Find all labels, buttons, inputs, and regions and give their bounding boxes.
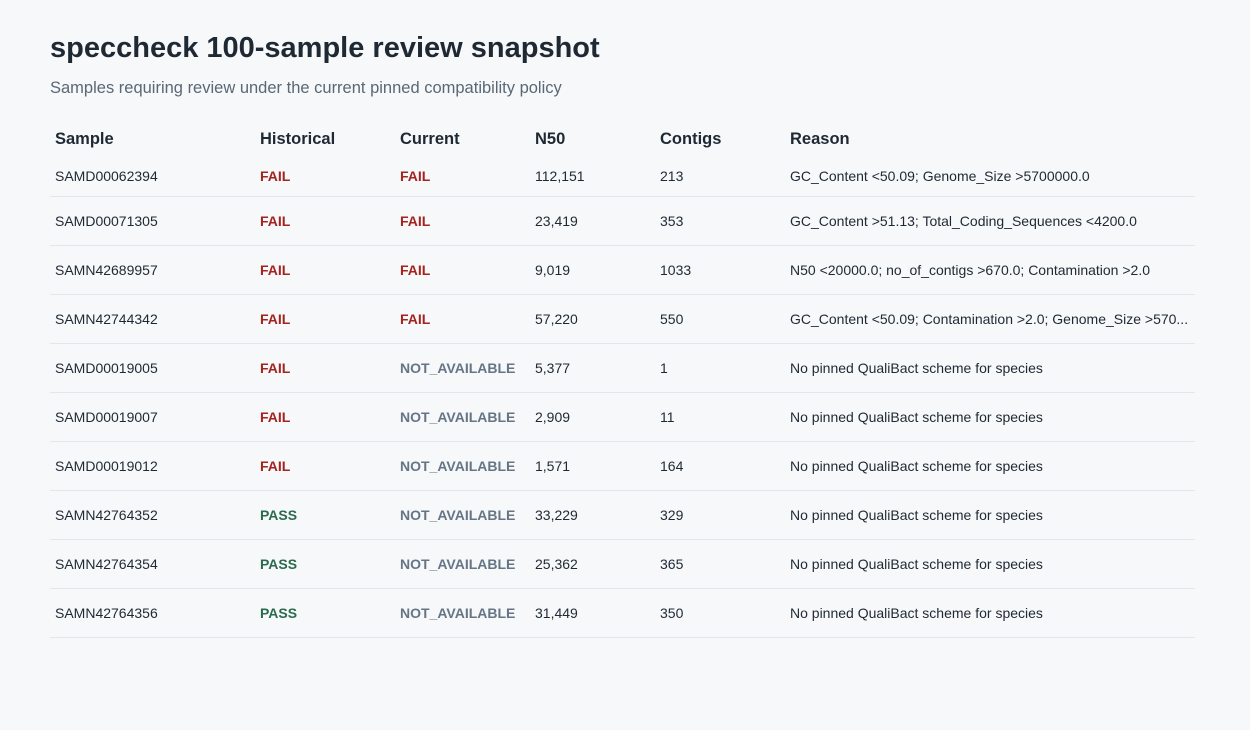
cell-historical-status: FAIL — [255, 245, 395, 295]
cell-historical-status: PASS — [255, 490, 395, 540]
table-row: SAMD00062394 FAIL FAIL 112,151 213 GC_Content… — [50, 156, 1195, 197]
cell-reason: No pinned QualiBact scheme for species — [785, 343, 1195, 393]
cell-n50: 2,909 — [530, 392, 655, 442]
cell-sample: SAMD00062394 — [50, 156, 255, 197]
cell-n50: 33,229 — [530, 490, 655, 540]
cell-sample: SAMD00019007 — [50, 392, 255, 442]
table-row: SAMD00019005 FAIL NOT_AVAILABLE 5,377 1 No pi… — [50, 343, 1195, 393]
cell-current-status: NOT_AVAILABLE — [395, 588, 530, 638]
column-header-reason: Reason — [790, 130, 850, 148]
cell-n50: 112,151 — [530, 156, 655, 197]
column-header-current: Current — [400, 130, 460, 148]
cell-contigs: 213 — [655, 156, 785, 197]
cell-contigs: 1 — [655, 343, 785, 393]
table-row: SAMN42744342 FAIL FAIL 57,220 550 GC_Content … — [50, 294, 1195, 344]
cell-contigs: 350 — [655, 588, 785, 638]
cell-historical-status: FAIL — [255, 156, 395, 197]
cell-contigs: 1033 — [655, 245, 785, 295]
cell-reason: N50 <20000.0; no_of_contigs >670.0; Cont… — [785, 245, 1195, 295]
cell-current-status: NOT_AVAILABLE — [395, 343, 530, 393]
cell-current-status: FAIL — [395, 245, 530, 295]
cell-n50: 5,377 — [530, 343, 655, 393]
cell-sample: SAMN42764356 — [50, 588, 255, 638]
cell-n50: 1,571 — [530, 441, 655, 491]
cell-sample: SAMD00071305 — [50, 196, 255, 246]
cell-reason: GC_Content <50.09; Genome_Size >5700000.… — [785, 156, 1195, 197]
cell-current-status: NOT_AVAILABLE — [395, 392, 530, 442]
cell-historical-status: FAIL — [255, 294, 395, 344]
cell-current-status: NOT_AVAILABLE — [395, 441, 530, 491]
table-row: SAMN42764354 PASS NOT_AVAILABLE 25,362 365 No… — [50, 539, 1195, 589]
cell-current-status: FAIL — [395, 156, 530, 197]
cell-reason: No pinned QualiBact scheme for species — [785, 539, 1195, 589]
cell-contigs: 353 — [655, 196, 785, 246]
page-title: speccheck 100-sample review snapshot — [50, 32, 600, 64]
cell-sample: SAMN42744342 — [50, 294, 255, 344]
page-subtitle: Samples requiring review under the curre… — [50, 79, 562, 97]
cell-historical-status: PASS — [255, 539, 395, 589]
table-row: SAMD00019007 FAIL NOT_AVAILABLE 2,909 11 No p… — [50, 392, 1195, 442]
cell-reason: No pinned QualiBact scheme for species — [785, 392, 1195, 442]
cell-reason: No pinned QualiBact scheme for species — [785, 441, 1195, 491]
cell-sample: SAMN42689957 — [50, 245, 255, 295]
cell-n50: 9,019 — [530, 245, 655, 295]
table-row: SAMN42764352 PASS NOT_AVAILABLE 33,229 329 No… — [50, 490, 1195, 540]
cell-contigs: 550 — [655, 294, 785, 344]
cell-reason: GC_Content >51.13; Total_Coding_Sequence… — [785, 196, 1195, 246]
cell-contigs: 164 — [655, 441, 785, 491]
cell-n50: 31,449 — [530, 588, 655, 638]
cell-reason: No pinned QualiBact scheme for species — [785, 490, 1195, 540]
table-row: SAMD00071305 FAIL FAIL 23,419 353 GC_Content … — [50, 196, 1195, 246]
cell-historical-status: PASS — [255, 588, 395, 638]
cell-sample: SAMD00019005 — [50, 343, 255, 393]
cell-current-status: NOT_AVAILABLE — [395, 490, 530, 540]
cell-historical-status: FAIL — [255, 441, 395, 491]
cell-contigs: 365 — [655, 539, 785, 589]
cell-sample: SAMD00019012 — [50, 441, 255, 491]
cell-n50: 57,220 — [530, 294, 655, 344]
column-header-contigs: Contigs — [660, 130, 722, 148]
cell-sample: SAMN42764352 — [50, 490, 255, 540]
cell-historical-status: FAIL — [255, 392, 395, 442]
cell-reason: GC_Content <50.09; Contamination >2.0; G… — [785, 294, 1195, 344]
table-row: SAMN42689957 FAIL FAIL 9,019 1033 N50 <20000.… — [50, 245, 1195, 295]
cell-current-status: NOT_AVAILABLE — [395, 539, 530, 589]
column-header-historical: Historical — [260, 130, 336, 148]
cell-current-status: FAIL — [395, 196, 530, 246]
cell-historical-status: FAIL — [255, 343, 395, 393]
cell-n50: 23,419 — [530, 196, 655, 246]
cell-historical-status: FAIL — [255, 196, 395, 246]
cell-current-status: FAIL — [395, 294, 530, 344]
table-row: SAMD00019012 FAIL NOT_AVAILABLE 1,571 164 No … — [50, 441, 1195, 491]
review-table: Sample Historical Current N50 Contigs Re… — [50, 130, 1195, 638]
cell-contigs: 329 — [655, 490, 785, 540]
column-header-sample: Sample — [55, 130, 114, 148]
table-header-row: Sample Historical Current N50 Contigs Re… — [50, 130, 1195, 156]
cell-sample: SAMN42764354 — [50, 539, 255, 589]
table-row: SAMN42764356 PASS NOT_AVAILABLE 31,449 350 No… — [50, 588, 1195, 638]
table-body: SAMD00062394 FAIL FAIL 112,151 213 GC_Content… — [50, 156, 1195, 638]
cell-contigs: 11 — [655, 392, 785, 442]
cell-reason: No pinned QualiBact scheme for species — [785, 588, 1195, 638]
column-header-n50: N50 — [535, 130, 566, 148]
cell-n50: 25,362 — [530, 539, 655, 589]
